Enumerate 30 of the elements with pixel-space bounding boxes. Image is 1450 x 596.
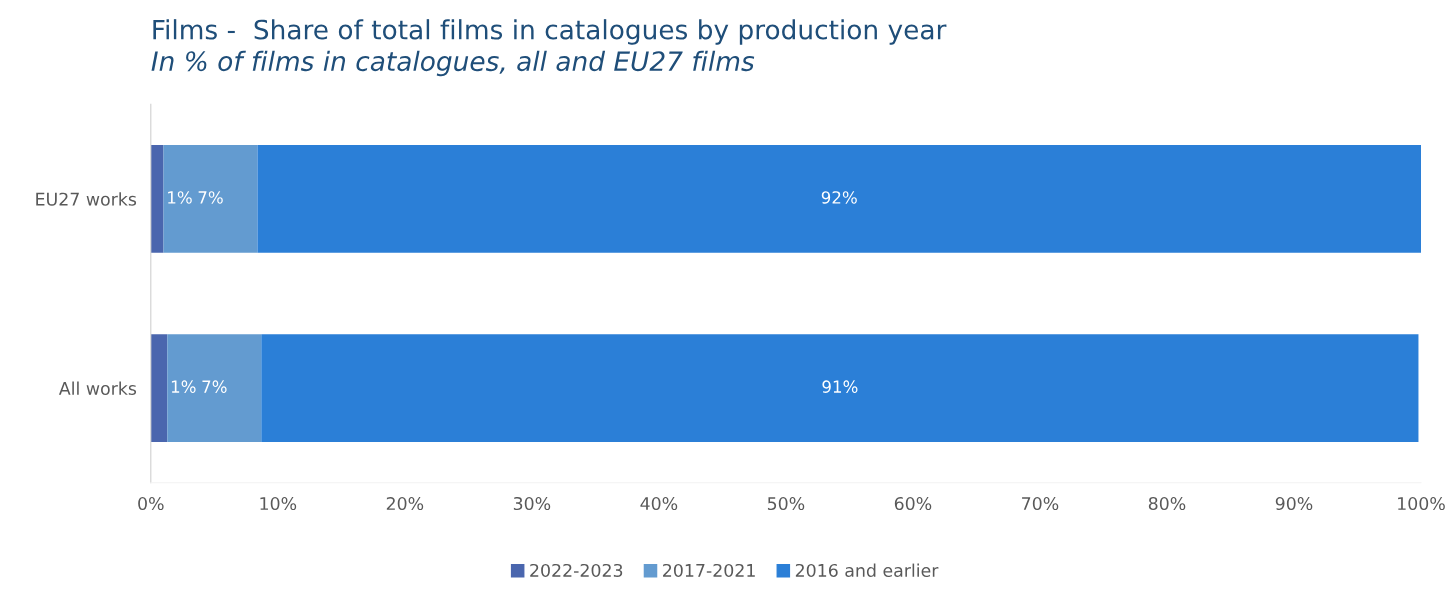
x-tick-label: 70% <box>1022 496 1059 511</box>
data-label: 1% <box>168 191 192 204</box>
x-tick-label: 60% <box>894 496 932 511</box>
y-tick-label: EU27 works <box>36 192 137 206</box>
data-label: 1% <box>171 380 196 393</box>
legend-label: 2016 and earlier <box>795 563 939 578</box>
legend-label: 2017-2021 <box>663 563 755 578</box>
data-label: 91% <box>822 380 858 393</box>
data-label: 92% <box>821 191 857 204</box>
bar <box>163 144 258 253</box>
x-tick-label: 90% <box>1275 496 1313 511</box>
x-tick-label: 100% <box>1398 496 1445 511</box>
y-tick-label: All works <box>58 381 137 395</box>
x-tick-label: 30% <box>513 496 551 511</box>
bar <box>257 144 1421 253</box>
chart-title: Films - Share of total films in catalogues by production year <box>153 19 947 45</box>
bar <box>261 334 1419 443</box>
bar <box>150 144 164 253</box>
data-label: 7% <box>202 380 227 393</box>
x-tick-label: 40% <box>640 496 678 511</box>
data-label: 7% <box>198 191 223 204</box>
bar <box>150 334 168 443</box>
x-tick-label: 50% <box>767 496 805 511</box>
chart-subtitle: In % of films in catalogues, all and EU27 films <box>151 50 755 77</box>
x-tick-label: 0% <box>138 496 164 511</box>
x-tick-label: 80% <box>1148 496 1186 511</box>
legend-label: 2022-2023 <box>530 563 623 578</box>
x-tick-label: 20% <box>386 496 424 511</box>
x-tick-label: 10% <box>260 496 297 511</box>
bar <box>167 334 262 443</box>
